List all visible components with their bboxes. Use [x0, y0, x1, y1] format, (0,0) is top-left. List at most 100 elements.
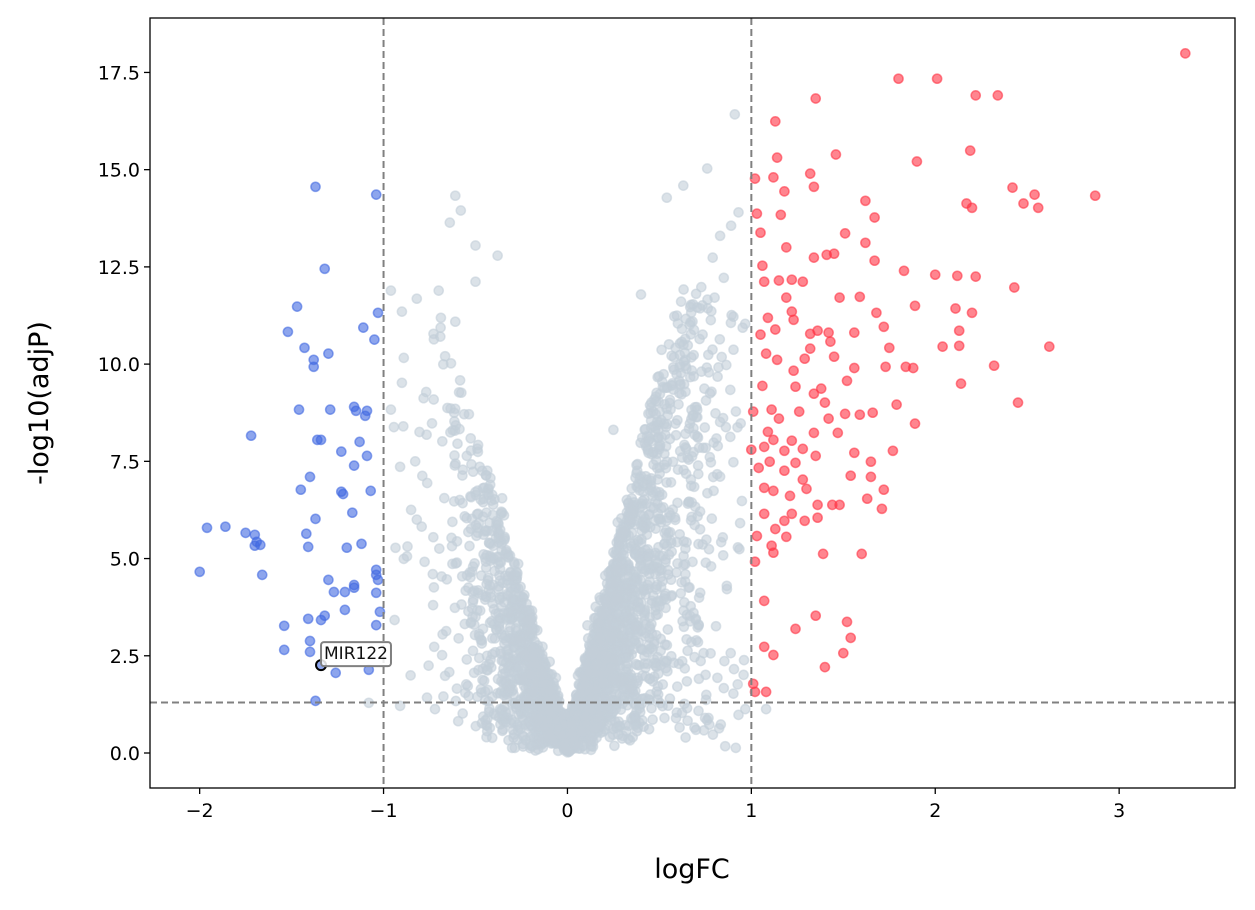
x-axis-label: logFC	[654, 854, 730, 885]
point-ns	[530, 659, 542, 671]
point-ns	[729, 109, 741, 120]
point-ns	[441, 573, 453, 585]
point-ns	[527, 729, 539, 741]
point-ns	[509, 698, 521, 709]
point-down	[302, 541, 314, 553]
point-ns	[513, 661, 525, 672]
point-ns	[450, 695, 462, 707]
point-ns	[682, 498, 694, 510]
point-up	[883, 342, 895, 354]
point-ns	[733, 709, 744, 721]
point-down	[300, 528, 312, 540]
point-ns	[619, 525, 631, 536]
point-down	[356, 538, 367, 550]
point-ns	[675, 587, 687, 599]
point-up	[788, 365, 799, 377]
point-ns	[414, 426, 425, 438]
point-ns	[680, 732, 691, 743]
point-up	[758, 441, 770, 453]
y-axis: 0.0 2.5 5.0 7.5 10.0 12.5 15.0 17.5	[98, 62, 150, 765]
point-up	[788, 314, 799, 326]
point-ns	[473, 664, 484, 676]
point-down	[220, 521, 231, 533]
point-ns	[492, 517, 504, 528]
point-ns	[606, 695, 617, 707]
point-ns	[416, 521, 428, 532]
point-ns	[504, 550, 516, 561]
point-ns	[680, 442, 691, 453]
point-up	[955, 378, 967, 389]
point-ns	[642, 435, 654, 447]
point-up	[854, 291, 866, 303]
point-down	[310, 695, 321, 707]
point-ns	[544, 707, 556, 719]
point-ns	[714, 333, 726, 345]
point-down	[304, 646, 316, 658]
point-up	[834, 499, 845, 511]
point-ns	[465, 616, 477, 628]
point-ns	[732, 679, 744, 690]
point-up	[841, 616, 853, 628]
point-ns	[429, 703, 441, 715]
point-up	[876, 503, 888, 515]
x-tick-label: −1	[370, 800, 398, 822]
point-up	[775, 209, 787, 221]
point-ns	[458, 408, 470, 420]
x-tick-label: 0	[561, 800, 573, 822]
point-ns	[716, 351, 728, 363]
point-ns	[626, 692, 638, 704]
point-ns	[506, 592, 518, 604]
point-up	[1008, 282, 1020, 293]
x-tick-label: 3	[1113, 800, 1125, 822]
point-down	[370, 189, 382, 200]
point-ns	[692, 622, 704, 633]
point-ns	[712, 672, 723, 684]
point-up	[764, 456, 776, 468]
point-up	[786, 435, 798, 447]
point-ns	[582, 620, 593, 631]
point-ns	[645, 642, 657, 654]
point-ns	[651, 584, 662, 595]
point-ns	[478, 529, 489, 541]
point-up	[828, 248, 840, 260]
point-up	[865, 471, 877, 483]
point-down	[335, 446, 347, 457]
point-ns	[457, 708, 469, 719]
y-tick-label: 2.5	[110, 646, 140, 668]
point-ns	[617, 539, 628, 551]
point-down	[295, 484, 307, 496]
point-up	[762, 312, 774, 324]
point-ns	[635, 520, 647, 531]
point-up	[799, 515, 811, 527]
point-ns	[394, 700, 406, 712]
point-up	[909, 418, 921, 429]
point-ns	[656, 344, 667, 356]
point-ns	[613, 655, 625, 666]
point-up	[755, 227, 766, 239]
point-ns	[498, 632, 510, 644]
point-ns	[730, 406, 742, 417]
point-ns	[610, 563, 622, 575]
point-up	[797, 474, 809, 485]
point-down	[354, 436, 365, 448]
point-up	[768, 547, 779, 559]
point-ns	[472, 485, 484, 496]
point-ns	[606, 663, 618, 674]
point-up	[804, 168, 816, 179]
point-down	[372, 574, 384, 586]
point-ns	[699, 422, 711, 433]
point-ns	[416, 470, 428, 482]
point-up	[773, 413, 785, 424]
point-ns	[451, 683, 463, 694]
point-ns	[630, 621, 642, 633]
point-ns	[680, 568, 691, 580]
point-down	[310, 181, 321, 193]
point-down	[339, 604, 351, 616]
point-ns	[396, 306, 408, 317]
point-ns	[473, 630, 485, 642]
point-ns	[618, 549, 629, 561]
point-up	[790, 457, 801, 469]
point-ns	[672, 318, 684, 329]
point-ns	[456, 570, 468, 582]
point-ns	[396, 377, 408, 389]
